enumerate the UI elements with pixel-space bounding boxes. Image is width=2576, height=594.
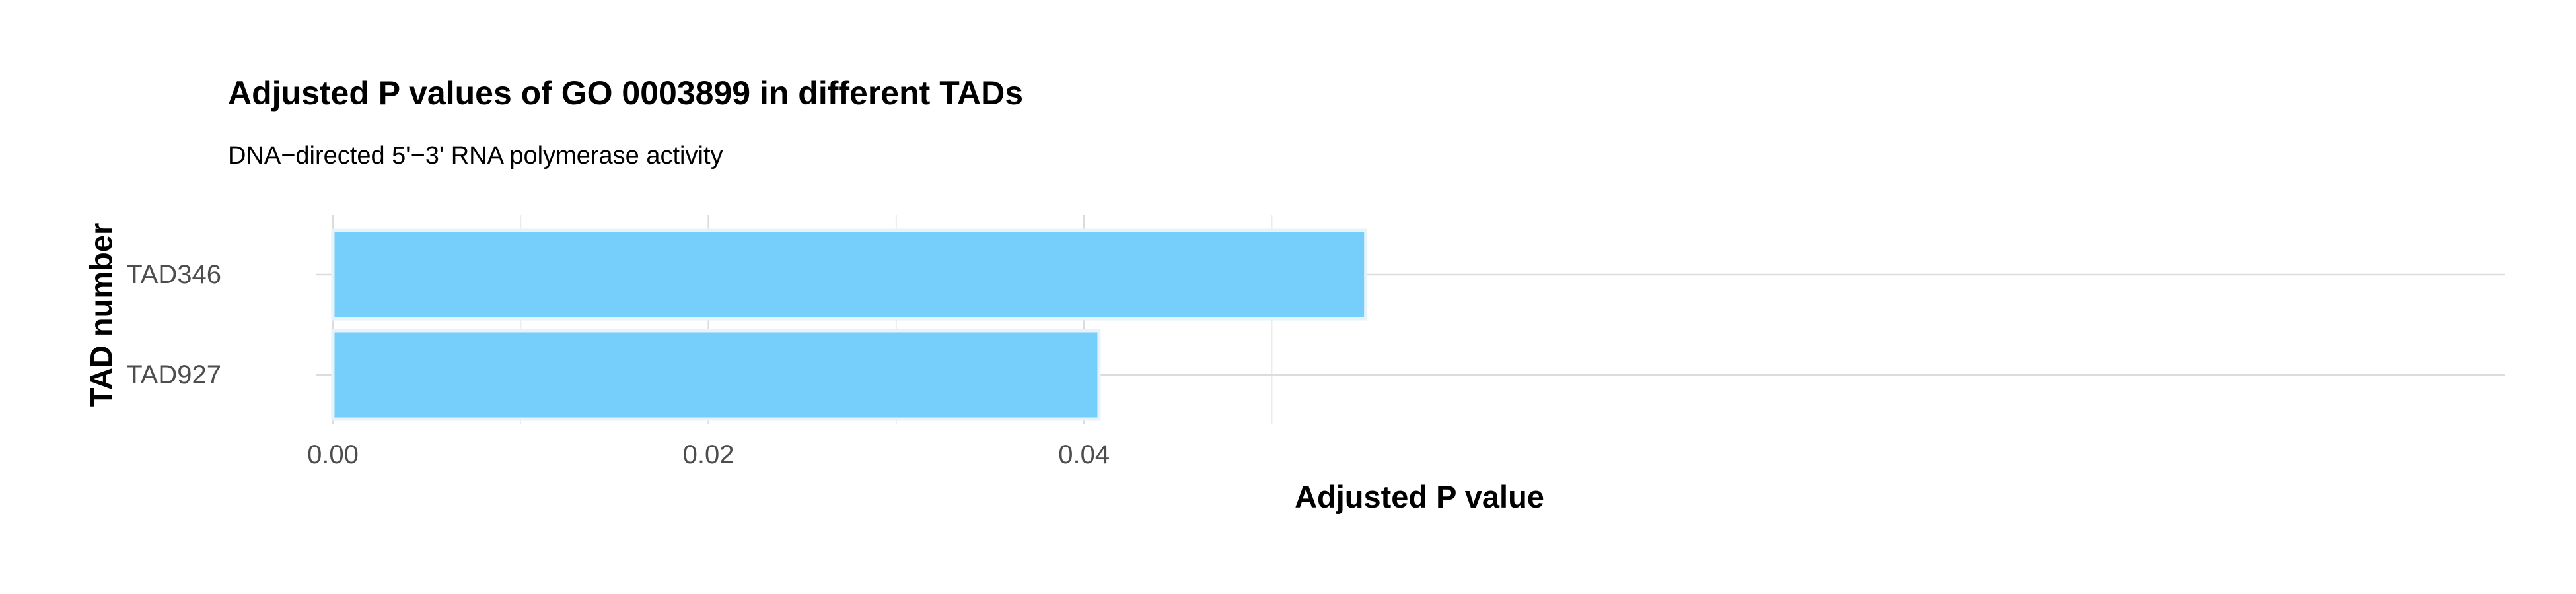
y-tick-label-tad346: TAD346 <box>126 260 221 289</box>
y-tick-label-tad927: TAD927 <box>126 360 221 389</box>
chart-subtitle: DNA−directed 5'−3' RNA polymerase activi… <box>228 142 723 170</box>
bar-layer <box>331 228 1368 421</box>
label-layer: TAD346 TAD927 0.00 0.02 0.04 <box>126 260 1110 469</box>
x-tick-label-0: 0.00 <box>307 440 359 469</box>
chart-title: Adjusted P values of GO 0003899 in diffe… <box>228 75 1024 112</box>
x-tick-label-1: 0.02 <box>683 440 734 469</box>
x-axis-title: Adjusted P value <box>1295 479 1544 514</box>
bar-tad927 <box>331 329 1101 421</box>
x-tick-label-2: 0.04 <box>1058 440 1110 469</box>
y-axis-title: TAD number <box>83 222 119 407</box>
bar-tad346 <box>331 228 1368 321</box>
